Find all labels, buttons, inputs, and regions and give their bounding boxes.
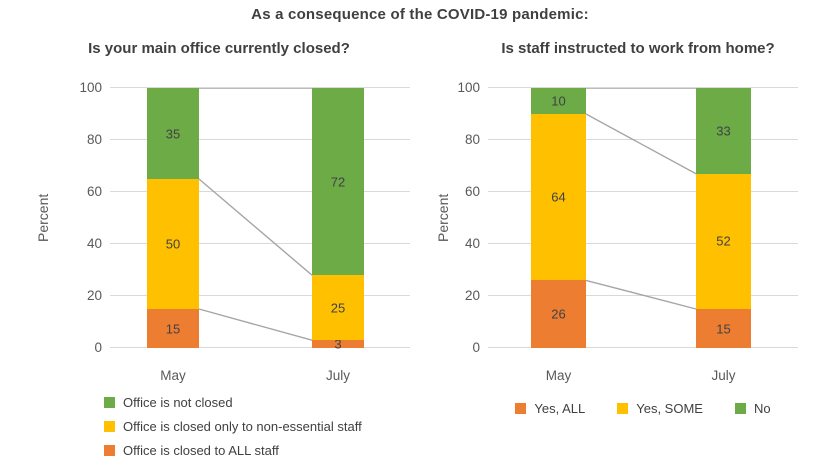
legend-swatch — [104, 421, 115, 432]
bar-segment: 3 — [312, 336, 364, 352]
connector-line — [198, 178, 313, 276]
data-label: 35 — [165, 126, 181, 141]
gridline — [110, 191, 410, 192]
legend-label: Office is closed only to non-essential s… — [123, 419, 362, 434]
data-label: 15 — [165, 321, 181, 336]
bar-segment: 52 — [696, 173, 751, 309]
bar-segment: 10 — [531, 88, 586, 114]
legend-item: Yes, ALL — [515, 401, 585, 416]
gridline — [488, 347, 798, 348]
y-tick-label: 100 — [457, 80, 480, 95]
data-label: 52 — [716, 233, 731, 249]
legend-swatch — [617, 403, 629, 414]
bar-segment: 35 — [147, 88, 199, 179]
legend-label: No — [753, 401, 771, 416]
y-tick-label: 0 — [94, 340, 102, 355]
legend-swatch — [104, 445, 115, 456]
figure-title: As a consequence of the COVID-19 pandemi… — [251, 6, 589, 23]
x-axis-label: May — [545, 368, 572, 383]
y-tick-label: 0 — [472, 340, 480, 355]
connector-line — [198, 308, 313, 341]
data-label: 10 — [551, 93, 566, 109]
legend-item: Office is closed to ALL staff — [104, 443, 362, 458]
y-axis-title: Percent — [35, 193, 51, 243]
bar-segment: 64 — [531, 114, 586, 281]
legend-item: No — [734, 401, 771, 416]
data-label: 50 — [165, 236, 181, 252]
legend-item: Office is not closed — [104, 395, 362, 410]
gridline — [110, 347, 410, 348]
y-tick-label: 40 — [464, 236, 480, 251]
gridline — [110, 295, 410, 296]
data-label: 64 — [551, 189, 566, 205]
y-tick-label: 60 — [464, 184, 480, 199]
legend-work-from-home: Yes, ALL Yes, SOME No — [488, 401, 798, 416]
bar-segment: 72 — [312, 88, 364, 276]
data-label: 72 — [330, 174, 346, 190]
y-tick-label: 100 — [79, 80, 102, 95]
y-tick-label: 40 — [86, 236, 102, 251]
y-tick-label: 80 — [464, 132, 480, 147]
gridline — [488, 139, 798, 140]
bar-segment: 33 — [696, 88, 751, 174]
y-tick-labels: 0 20 40 60 80 100 — [436, 80, 480, 355]
legend-office-closed: Office is not closed Office is closed onl… — [104, 395, 362, 458]
bar-segment: 26 — [531, 280, 586, 348]
data-label: 33 — [716, 123, 731, 139]
bar-segment: 15 — [696, 309, 751, 348]
connector-line — [585, 279, 697, 310]
data-label: 15 — [716, 321, 731, 336]
legend-label: Office is not closed — [123, 395, 233, 410]
chart-title-office-closed: Is your main office currently closed? — [88, 40, 350, 57]
gridline — [110, 139, 410, 140]
connector-line — [585, 113, 697, 175]
gridline — [488, 191, 798, 192]
chart-title-work-from-home: Is staff instructed to work from home? — [501, 40, 775, 57]
legend-label: Yes, SOME — [636, 401, 703, 416]
x-axis-labels: May July — [110, 368, 410, 388]
legend-label: Yes, ALL — [534, 401, 586, 416]
y-tick-label: 60 — [86, 184, 102, 199]
x-axis-label: July — [711, 368, 736, 383]
legend-item: Office is closed only to non-essential s… — [104, 419, 362, 434]
data-label: 25 — [330, 300, 346, 316]
legend-label: Office is closed to ALL staff — [123, 443, 279, 458]
y-tick-label: 20 — [464, 288, 480, 303]
data-label: 3 — [334, 336, 342, 352]
x-axis-label: May — [160, 368, 186, 383]
bar-segment: 50 — [147, 179, 199, 309]
x-axis-label: July — [325, 368, 350, 383]
gridline — [110, 243, 410, 244]
legend-swatch — [515, 403, 527, 414]
bar-segment: 25 — [312, 275, 364, 341]
legend-swatch — [734, 403, 746, 414]
connector-lines — [585, 88, 697, 310]
legend-item: Yes, SOME — [617, 401, 703, 416]
x-axis-labels: May July — [488, 368, 798, 388]
gridline — [488, 243, 798, 244]
data-label: 26 — [551, 306, 566, 322]
plot-area-work-from-home: 26 64 10 15 52 33 — [488, 87, 798, 348]
y-tick-label: 80 — [86, 132, 102, 147]
y-tick-label: 20 — [86, 288, 102, 303]
y-tick-labels: 0 20 40 60 80 100 — [58, 80, 102, 355]
connector-lines — [198, 88, 313, 341]
plot-area-office-closed: 15 50 35 3 25 72 — [110, 87, 410, 352]
bar-segment: 15 — [147, 309, 199, 348]
legend-swatch — [104, 397, 115, 408]
